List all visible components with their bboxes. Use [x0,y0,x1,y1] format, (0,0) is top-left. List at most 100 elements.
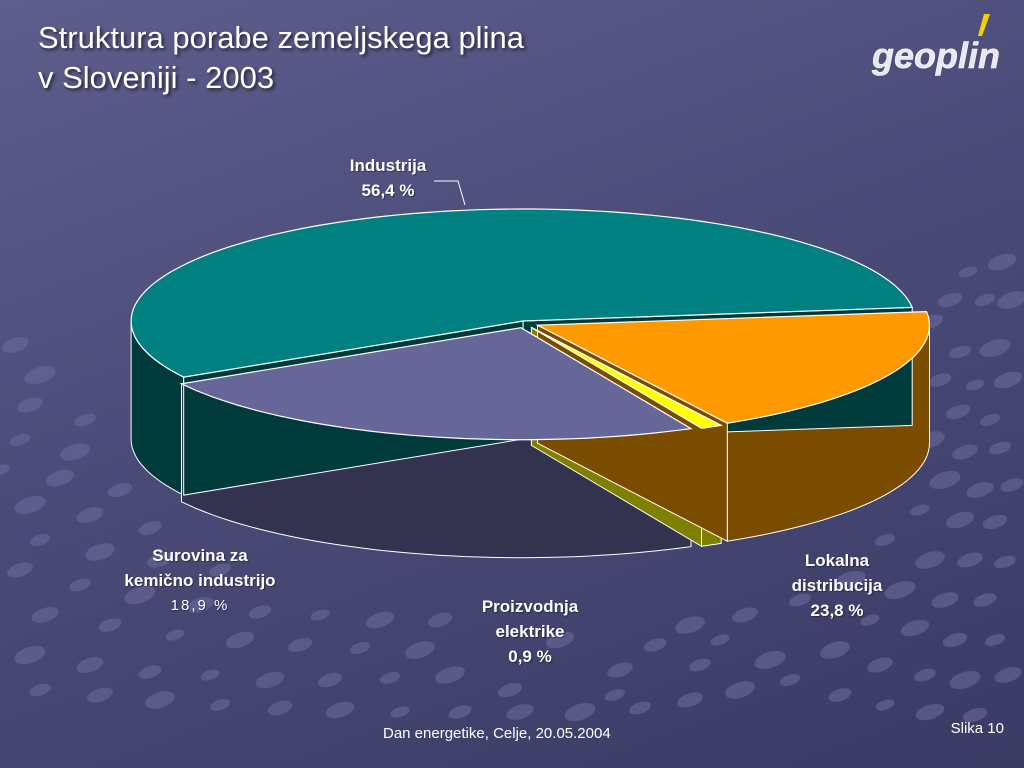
background-dot [545,631,575,649]
background-dot [974,294,996,306]
background-dot [754,650,786,670]
background-dot [987,253,1017,271]
background-dot [287,637,313,653]
background-dot [29,534,51,546]
background-dot [7,562,33,578]
background-dot [317,672,343,688]
background-dot [820,641,850,659]
background-dot [24,365,56,385]
background-dot [248,605,272,619]
background-dot [942,632,968,648]
background-dot [14,495,46,515]
background-dot [994,555,1016,569]
background-dot [17,397,43,413]
background-dot [910,504,930,516]
background-dot [85,543,115,561]
background-dot [914,668,936,682]
background-dot [952,444,978,460]
background-dot [138,521,162,535]
background-dot [9,434,31,446]
background-dot [675,616,705,634]
label-surovina-line-1: Surovina za [152,546,248,565]
background-dot [29,683,51,697]
background-dot [209,699,231,711]
background-dot [982,514,1008,530]
background-dot [966,482,994,498]
background-dot [186,597,214,613]
background-dot [365,611,395,629]
label-proizvodnja-line-2: elektrike [495,622,565,641]
background-dot [379,672,401,684]
background-dot [310,609,330,621]
background-dot [14,645,46,665]
label-proizvodnja-elektrike: Proizvodnja elektrike 0,9 % [460,594,600,669]
background-dot [867,657,893,673]
label-industrija-name: Industrija [349,156,427,175]
background-dot [31,607,59,623]
slice-lokalna-distribucija [179,327,693,441]
background-dot [60,443,90,461]
logo-text: geoplin [871,35,1000,76]
background-dot [997,291,1024,309]
background-dot [874,534,896,546]
background-dot [957,552,983,568]
background-dot [390,706,410,718]
label-industrija: Industrija 56,4 % [333,153,443,203]
background-dot [76,507,104,523]
background-dot [1,337,29,353]
background-dot [506,704,534,720]
label-surovina-line-2: kemično industrijo [124,571,276,590]
background-dot [435,666,465,684]
background-dot [834,570,866,590]
background-dot [989,441,1011,455]
background-dot [973,593,997,607]
label-proizvodnja-line-1: Proizvodnja [481,597,579,616]
background-dot [45,469,75,487]
background-dot [875,699,895,711]
background-dot [1000,478,1024,492]
background-dot [958,266,978,278]
label-industrija-value: 56,4 % [361,181,415,200]
background-dot [165,629,185,641]
background-dot [993,371,1023,389]
background-dot [629,701,651,715]
background-dot [564,702,596,722]
background-dot [884,580,916,600]
background-dot [962,707,988,723]
pie-tops [130,208,931,441]
background-dot [349,642,371,654]
background-dot [87,687,113,703]
background-dot [405,641,435,659]
background-dot [145,691,175,709]
background-dot [900,619,930,637]
industrija-label-leader-line [434,180,466,206]
background-dot [124,585,156,605]
background-dot [448,705,472,719]
background-dot [937,292,963,308]
background-dot [74,413,96,427]
background-dot [965,379,985,391]
label-lokalna-line-2: distribucija [791,576,883,595]
background-dot [607,662,633,678]
background-dot [931,592,959,608]
logo-flame-icon [978,14,990,36]
background-dot [138,665,162,679]
background-dot [928,373,952,387]
label-lokalna-distribucija: Lokalna distribucija 23,8 % [777,548,897,623]
background-dot [915,551,945,569]
background-dot [427,612,453,628]
background-dot [255,671,285,689]
background-dot [209,563,231,577]
slide-title-line-2: v Sloveniji - 2003 [38,60,275,95]
background-dot [949,345,971,359]
label-surovina-value: 18,9 % [170,597,230,614]
background-dot [945,404,971,420]
background-dot [225,631,255,649]
background-dot [200,669,220,681]
background-dot [725,681,755,699]
background-dot [945,511,975,529]
geoplin-logo: geoplin [871,14,1000,76]
slide-title: Struktura porabe zemeljskega plina v Slo… [38,18,524,98]
background-dot [689,658,711,672]
